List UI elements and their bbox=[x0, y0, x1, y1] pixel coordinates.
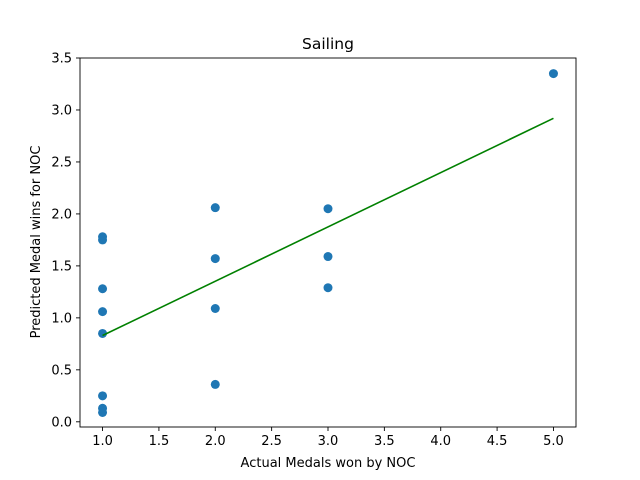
data-point bbox=[548, 69, 558, 79]
y-tick-label: 2.5 bbox=[51, 155, 72, 170]
y-tick-label: 2.0 bbox=[51, 207, 72, 222]
x-tick-label: 3.5 bbox=[374, 434, 395, 449]
y-tick-label: 3.0 bbox=[51, 103, 72, 118]
x-tick-label: 1.0 bbox=[92, 434, 113, 449]
data-point bbox=[210, 304, 220, 314]
x-tick-label: 3.0 bbox=[318, 434, 339, 449]
y-tick-label: 0.5 bbox=[51, 363, 72, 378]
x-tick-label: 4.0 bbox=[430, 434, 451, 449]
x-tick-label: 2.0 bbox=[205, 434, 226, 449]
plot-area: 1.0 1.5 2.0 2.5 3.0 3.5 4.0 4.5 5.0 0.0 0.5 1.0 1.5 2… bbox=[51, 52, 577, 449]
y-tick-label: 3.5 bbox=[51, 52, 72, 67]
data-point bbox=[210, 379, 220, 389]
x-axis-title: Actual Medals won by NOC bbox=[241, 456, 416, 471]
data-point bbox=[98, 307, 108, 317]
x-tick-label: 1.5 bbox=[149, 434, 170, 449]
chart-title: Sailing bbox=[302, 35, 354, 53]
data-point bbox=[98, 407, 108, 417]
data-point bbox=[98, 284, 108, 294]
y-axis-title: Predicted Medal wins for NOC bbox=[29, 146, 44, 339]
x-tick-label: 2.5 bbox=[261, 434, 282, 449]
fit-line bbox=[102, 117, 554, 337]
y-tick-label: 1.5 bbox=[51, 259, 72, 274]
data-point bbox=[323, 204, 333, 214]
data-point bbox=[210, 254, 220, 264]
y-tick-label: 1.0 bbox=[51, 311, 72, 326]
y-tick-label: 0.0 bbox=[51, 415, 72, 430]
data-point bbox=[323, 283, 333, 293]
data-point bbox=[323, 252, 333, 262]
data-point bbox=[98, 235, 108, 245]
data-point bbox=[98, 328, 108, 338]
x-tick-label: 5.0 bbox=[543, 434, 564, 449]
data-point bbox=[98, 391, 108, 401]
data-point bbox=[210, 203, 220, 213]
x-tick-label: 4.5 bbox=[487, 434, 508, 449]
